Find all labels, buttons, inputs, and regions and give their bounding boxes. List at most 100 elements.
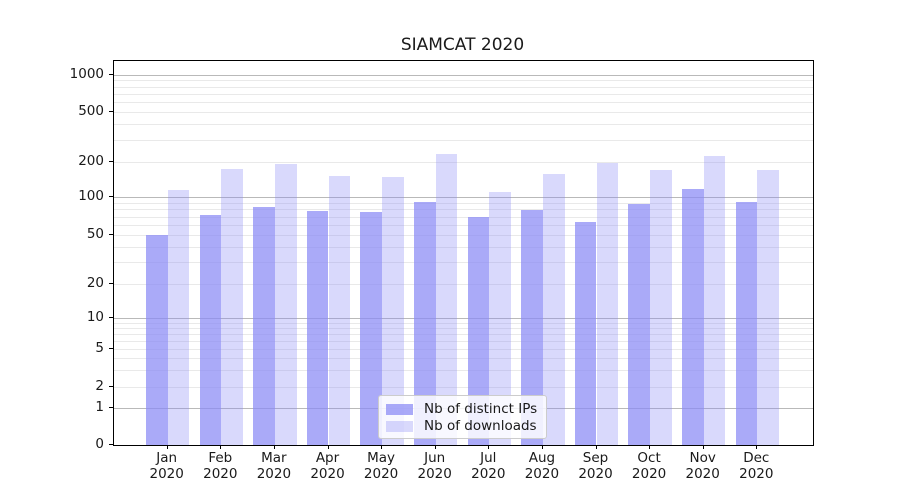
- y-tick-mark-2: [109, 385, 113, 387]
- x-tick-month: Dec: [743, 450, 770, 466]
- y-tick-mark-500: [109, 111, 113, 112]
- bar-distinct-ips-nov: [681, 188, 704, 445]
- x-tick-month: Apr: [315, 450, 340, 466]
- x-tick-label-oct: Oct 2020: [614, 450, 684, 482]
- gridline-minor: [114, 369, 813, 371]
- x-tick-mark-jan: [166, 445, 168, 449]
- gridline-minor: [114, 216, 813, 218]
- x-tick-label-jan: Jan 2020: [132, 450, 202, 482]
- x-tick-label-mar: Mar 2020: [239, 450, 309, 482]
- gridline-minor: [114, 209, 813, 211]
- legend-item-distinct-ips: Nb of distinct IPs: [386, 401, 538, 417]
- bar-distinct-ips-jun: [413, 201, 436, 445]
- bar-downloads-aug: [542, 174, 565, 445]
- y-tick-mark-0: [109, 444, 113, 445]
- legend-label-downloads: Nb of downloads: [424, 418, 537, 434]
- x-tick-mark-dec: [756, 445, 758, 449]
- gridline-minor: [114, 283, 813, 285]
- y-tick-label-500: 500: [78, 103, 104, 119]
- x-tick-month: Sep: [582, 450, 609, 466]
- x-tick-month: Mar: [261, 450, 287, 466]
- x-tick-year: 2020: [524, 465, 560, 482]
- legend-swatch-distinct-ips: [386, 403, 413, 415]
- x-tick-month: Oct: [637, 450, 661, 466]
- x-tick-month: Aug: [528, 450, 556, 466]
- bar-distinct-ips-jul: [467, 216, 490, 445]
- x-tick-label-aug: Aug 2020: [507, 450, 577, 482]
- x-tick-year: 2020: [149, 465, 184, 482]
- gridline-minor: [114, 225, 813, 226]
- bar-downloads-nov: [703, 155, 726, 445]
- gridline-minor: [114, 246, 813, 248]
- x-tick-month: Nov: [689, 450, 716, 466]
- x-tick-mark-oct: [649, 445, 651, 449]
- y-tick-mark-20: [109, 282, 113, 284]
- y-tick-label-0: 0: [95, 436, 104, 452]
- y-tick-label-50: 50: [86, 226, 104, 242]
- gridline-minor: [114, 93, 813, 95]
- chart-title: SIAMCAT 2020: [400, 35, 525, 55]
- legend-swatch-downloads: [386, 420, 413, 432]
- x-tick-year: 2020: [256, 465, 292, 482]
- x-tick-year: 2020: [471, 465, 506, 482]
- gridline-major: [114, 318, 813, 319]
- bar-downloads-sep: [596, 162, 619, 445]
- y-tick-label-10: 10: [86, 309, 104, 325]
- y-tick-label-1: 1: [95, 399, 104, 415]
- x-tick-mark-mar: [273, 445, 275, 449]
- bar-distinct-ips-aug: [521, 209, 543, 445]
- gridline-minor: [114, 340, 813, 342]
- y-tick-mark-10: [109, 317, 113, 318]
- x-tick-label-feb: Feb 2020: [185, 450, 255, 482]
- bar-distinct-ips-apr: [306, 210, 329, 445]
- bar-downloads-mar: [274, 163, 297, 445]
- legend: Nb of distinct IPs Nb of downloads: [378, 395, 547, 439]
- x-tick-month: May: [367, 450, 396, 466]
- bar-distinct-ips-dec: [735, 201, 758, 445]
- gridline-minor: [114, 333, 813, 335]
- y-tick-label-1000: 1000: [69, 65, 104, 82]
- x-tick-month: Jan: [156, 450, 178, 466]
- x-tick-label-may: May 2020: [346, 450, 416, 482]
- bar-downloads-oct: [650, 170, 672, 445]
- x-tick-month: Feb: [208, 450, 233, 466]
- x-tick-year: 2020: [685, 465, 720, 482]
- bar-downloads-dec: [757, 169, 780, 445]
- bar-distinct-ips-sep: [574, 222, 597, 445]
- x-tick-label-jun: Jun 2020: [400, 450, 470, 482]
- gridline-major: [114, 197, 813, 198]
- gridline-minor: [114, 262, 813, 264]
- y-tick-mark-100: [109, 196, 113, 197]
- gridline-minor: [114, 86, 813, 88]
- bar-downloads-feb: [221, 168, 244, 445]
- gridline-minor: [114, 162, 813, 163]
- legend-item-downloads: Nb of downloads: [386, 418, 538, 434]
- x-tick-mark-apr: [327, 445, 329, 449]
- bar-distinct-ips-mar: [253, 207, 275, 445]
- gridline-minor: [114, 139, 813, 141]
- gridline-minor: [114, 235, 813, 236]
- x-tick-mark-feb: [220, 445, 222, 449]
- y-tick-label-200: 200: [78, 153, 104, 169]
- x-tick-mark-may: [381, 445, 383, 449]
- gridline-minor: [114, 102, 813, 104]
- y-tick-mark-50: [109, 234, 113, 235]
- bar-distinct-ips-feb: [199, 215, 222, 445]
- legend-label-distinct-ips: Nb of distinct IPs: [424, 401, 538, 417]
- y-tick-mark-1000: [109, 73, 113, 75]
- x-tick-month: Jun: [424, 450, 446, 466]
- x-tick-label-jul: Jul 2020: [453, 450, 523, 482]
- gridline-major: [114, 74, 813, 76]
- gridline-minor: [114, 386, 813, 388]
- x-tick-label-nov: Nov 2020: [668, 450, 738, 482]
- gridline-minor: [114, 112, 813, 113]
- x-tick-year: 2020: [417, 465, 452, 482]
- y-tick-label-20: 20: [86, 274, 104, 291]
- gridline-minor: [114, 202, 813, 204]
- x-tick-label-dec: Dec 2020: [721, 450, 791, 482]
- y-tick-mark-5: [109, 348, 113, 349]
- x-tick-label-apr: Apr 2020: [293, 450, 363, 482]
- gridline-minor: [114, 124, 813, 126]
- x-tick-year: 2020: [363, 465, 399, 482]
- x-tick-mark-jun: [434, 445, 436, 449]
